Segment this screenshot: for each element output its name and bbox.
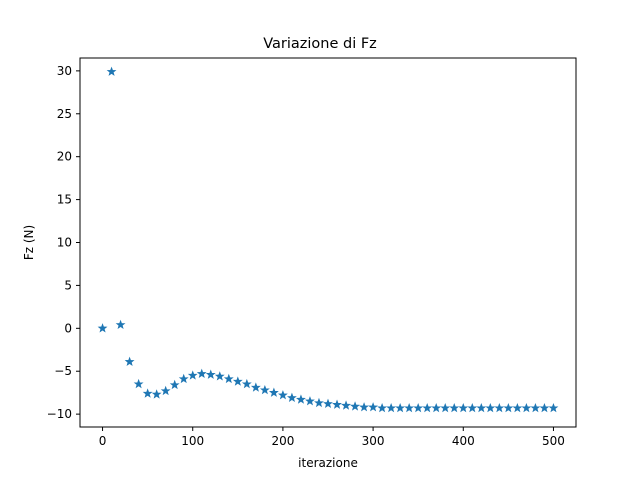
x-tick-label: 300 bbox=[362, 434, 385, 448]
y-tick-label: 5 bbox=[64, 278, 72, 292]
data-point bbox=[422, 402, 433, 413]
data-point bbox=[476, 402, 487, 413]
data-point bbox=[196, 368, 207, 378]
data-point bbox=[404, 402, 415, 413]
x-tick-label: 500 bbox=[542, 434, 565, 448]
data-point bbox=[223, 373, 234, 384]
data-point bbox=[377, 402, 388, 413]
data-point bbox=[386, 402, 397, 413]
data-point bbox=[115, 319, 126, 330]
data-point bbox=[305, 396, 315, 406]
data-point bbox=[278, 390, 288, 400]
data-point bbox=[341, 400, 351, 410]
data-point bbox=[287, 392, 297, 402]
data-point bbox=[232, 376, 243, 386]
chart-title: Variazione di Fz bbox=[263, 36, 377, 52]
data-point bbox=[268, 387, 279, 397]
x-tick-label: 100 bbox=[181, 434, 204, 448]
x-tick-label: 400 bbox=[452, 434, 475, 448]
data-point bbox=[350, 401, 360, 411]
data-point bbox=[332, 399, 342, 409]
y-tick-label: −5 bbox=[54, 364, 72, 378]
data-point bbox=[413, 402, 424, 413]
x-axis-ticks: 0 100 200 300 400 500 bbox=[99, 427, 565, 448]
x-axis-label: iterazione bbox=[298, 456, 358, 470]
data-point bbox=[521, 402, 532, 413]
y-axis-label: Fz (N) bbox=[22, 225, 36, 260]
y-tick-label: 10 bbox=[57, 236, 72, 250]
x-tick-label: 200 bbox=[271, 434, 294, 448]
data-point bbox=[106, 66, 117, 76]
y-tick-label: 25 bbox=[57, 107, 72, 121]
y-tick-label: 30 bbox=[57, 64, 72, 78]
plot-frame bbox=[79, 57, 577, 428]
data-point bbox=[250, 382, 261, 392]
data-point bbox=[440, 402, 451, 413]
y-axis-ticks: −10 −5 0 5 10 15 20 25 30 bbox=[47, 64, 80, 421]
data-point bbox=[530, 402, 541, 413]
data-point bbox=[512, 402, 523, 413]
data-point bbox=[539, 402, 550, 413]
data-point bbox=[458, 402, 469, 413]
data-point bbox=[467, 402, 478, 413]
data-point bbox=[178, 373, 189, 384]
data-point bbox=[395, 402, 406, 413]
data-point bbox=[431, 402, 442, 413]
data-point bbox=[485, 402, 496, 413]
data-point bbox=[548, 402, 559, 413]
y-tick-label: 15 bbox=[57, 193, 72, 207]
data-point bbox=[133, 378, 144, 389]
data-series bbox=[97, 66, 559, 413]
y-tick-label: 0 bbox=[64, 321, 72, 335]
data-point bbox=[296, 394, 306, 404]
data-point bbox=[503, 402, 514, 413]
data-point bbox=[169, 379, 180, 390]
y-tick-label: −10 bbox=[47, 407, 72, 421]
data-point bbox=[314, 397, 324, 408]
data-point bbox=[124, 356, 135, 366]
data-point bbox=[359, 402, 369, 412]
x-tick-label: 0 bbox=[99, 434, 107, 448]
data-point bbox=[323, 398, 333, 409]
data-point bbox=[97, 323, 108, 333]
y-tick-label: 20 bbox=[57, 150, 72, 164]
data-point bbox=[151, 389, 162, 399]
data-point bbox=[187, 370, 198, 380]
data-point bbox=[160, 385, 171, 396]
data-point bbox=[449, 402, 460, 413]
data-point bbox=[205, 369, 216, 379]
data-point bbox=[368, 402, 378, 412]
data-point bbox=[494, 402, 505, 413]
data-point bbox=[214, 371, 225, 381]
data-point bbox=[241, 378, 252, 389]
data-point bbox=[142, 388, 153, 398]
data-point bbox=[259, 384, 270, 395]
